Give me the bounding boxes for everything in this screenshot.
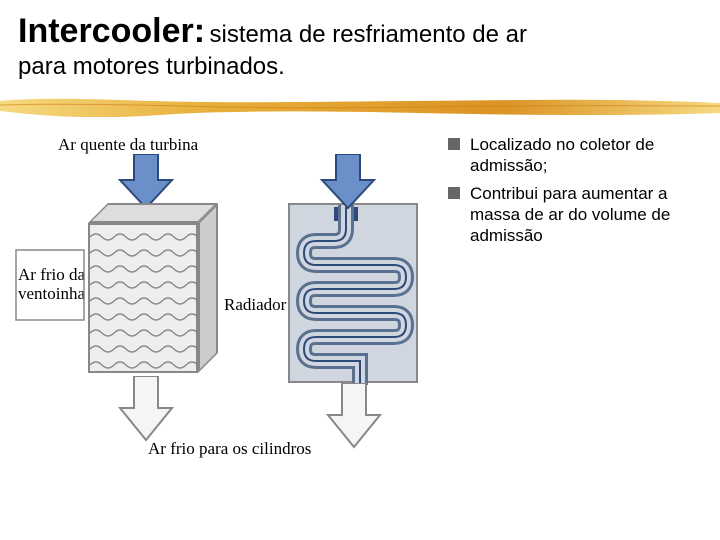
- bullet-list: Localizado no coletor de admissão; Contr…: [438, 128, 702, 252]
- underline-brush: [0, 95, 720, 117]
- list-item: Localizado no coletor de admissão;: [448, 134, 702, 177]
- fan-air-box-icon: [14, 248, 88, 338]
- label-radiator: Radiador: [224, 296, 286, 315]
- serpentine-tube-icon: [290, 205, 420, 385]
- label-hot-air: Ar quente da turbina: [58, 136, 198, 155]
- arrow-down-icon: [318, 154, 378, 210]
- list-item: Contribui para aumentar a massa de ar do…: [448, 183, 702, 247]
- arrow-down-icon: [116, 154, 176, 210]
- arrow-down-icon: [326, 383, 382, 449]
- arrow-down-icon: [118, 376, 174, 442]
- label-cold-out: Ar frio para os cilindros: [148, 440, 311, 459]
- radiator-3d: [88, 203, 218, 373]
- radiator-fins-icon: [90, 225, 200, 375]
- intercooler-diagram: Ar quente da turbina: [18, 128, 438, 252]
- page-title: Intercooler:: [18, 12, 205, 50]
- page-subtitle-line2: para motores turbinados.: [18, 53, 702, 81]
- page-subtitle-inline: sistema de resfriamento de ar: [210, 21, 527, 48]
- coil-box: [288, 203, 418, 383]
